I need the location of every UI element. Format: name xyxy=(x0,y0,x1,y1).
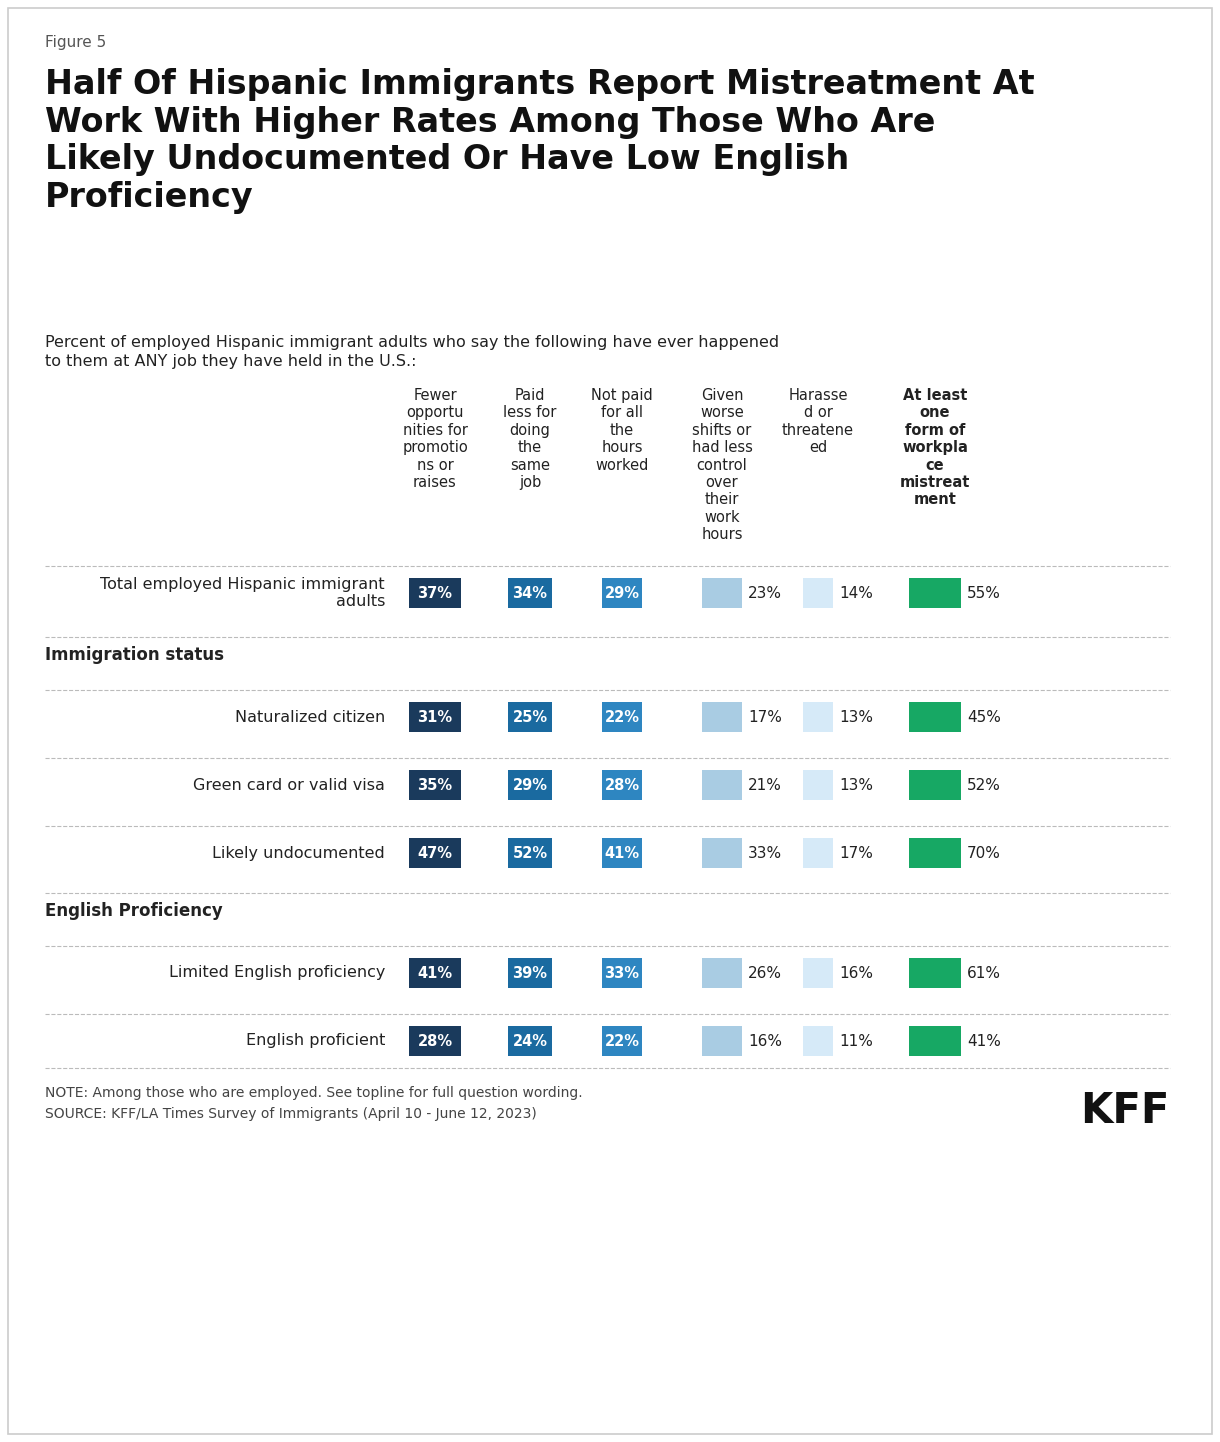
Text: 33%: 33% xyxy=(604,966,639,981)
Bar xyxy=(702,578,742,609)
Bar xyxy=(409,838,461,868)
Bar xyxy=(409,702,461,733)
Bar xyxy=(409,1027,461,1056)
Bar xyxy=(803,770,833,800)
Text: At least
one
form of
workpla
ce
mistreat
ment: At least one form of workpla ce mistreat… xyxy=(900,388,970,508)
Text: Not paid
for all
the
hours
worked: Not paid for all the hours worked xyxy=(592,388,653,473)
Text: English Proficiency: English Proficiency xyxy=(45,903,223,920)
Text: 31%: 31% xyxy=(417,709,453,724)
Text: 16%: 16% xyxy=(839,966,874,981)
Bar xyxy=(508,578,551,609)
Text: 55%: 55% xyxy=(967,585,1000,600)
Bar xyxy=(409,578,461,609)
Text: 52%: 52% xyxy=(967,777,1000,793)
Text: Given
worse
shifts or
had less
control
over
their
work
hours: Given worse shifts or had less control o… xyxy=(692,388,753,542)
Bar xyxy=(909,1027,961,1056)
Bar xyxy=(508,957,551,988)
Text: 26%: 26% xyxy=(748,966,782,981)
Bar xyxy=(601,578,642,609)
Text: 14%: 14% xyxy=(839,585,872,600)
Text: Immigration status: Immigration status xyxy=(45,646,224,663)
Bar xyxy=(702,770,742,800)
Text: KFF: KFF xyxy=(1081,1090,1170,1132)
Text: 22%: 22% xyxy=(604,709,639,724)
Text: Limited English proficiency: Limited English proficiency xyxy=(168,966,386,981)
Text: 11%: 11% xyxy=(839,1034,872,1048)
Bar xyxy=(601,702,642,733)
Text: 45%: 45% xyxy=(967,709,1000,724)
Bar xyxy=(702,838,742,868)
Text: 52%: 52% xyxy=(512,845,548,861)
Bar xyxy=(601,838,642,868)
Bar xyxy=(508,838,551,868)
Text: 29%: 29% xyxy=(604,585,639,600)
Text: 35%: 35% xyxy=(417,777,453,793)
Text: NOTE: Among those who are employed. See topline for full question wording.
SOURC: NOTE: Among those who are employed. See … xyxy=(45,1086,583,1120)
Text: 13%: 13% xyxy=(839,709,874,724)
Bar xyxy=(702,702,742,733)
Text: 28%: 28% xyxy=(417,1034,453,1048)
Text: 34%: 34% xyxy=(512,585,548,600)
Bar xyxy=(803,702,833,733)
Bar xyxy=(803,578,833,609)
Text: 24%: 24% xyxy=(512,1034,548,1048)
Bar xyxy=(601,957,642,988)
Text: 25%: 25% xyxy=(512,709,548,724)
Bar xyxy=(702,1027,742,1056)
Text: 29%: 29% xyxy=(512,777,548,793)
Text: Naturalized citizen: Naturalized citizen xyxy=(234,709,386,724)
Text: 41%: 41% xyxy=(417,966,453,981)
Text: 22%: 22% xyxy=(604,1034,639,1048)
Text: 16%: 16% xyxy=(748,1034,782,1048)
Text: 41%: 41% xyxy=(967,1034,1000,1048)
Text: 37%: 37% xyxy=(417,585,453,600)
Text: Harasse
d or
threatene
ed: Harasse d or threatene ed xyxy=(782,388,854,456)
Text: 70%: 70% xyxy=(967,845,1000,861)
Bar xyxy=(909,770,961,800)
Text: 21%: 21% xyxy=(748,777,782,793)
Text: Green card or valid visa: Green card or valid visa xyxy=(193,777,386,793)
Text: English proficient: English proficient xyxy=(245,1034,386,1048)
Text: Fewer
opportu
nities for
promotio
ns or
raises: Fewer opportu nities for promotio ns or … xyxy=(403,388,468,490)
Bar xyxy=(909,838,961,868)
Text: 17%: 17% xyxy=(748,709,782,724)
Text: Likely undocumented: Likely undocumented xyxy=(212,845,386,861)
Bar xyxy=(803,1027,833,1056)
Bar xyxy=(409,770,461,800)
Bar xyxy=(508,702,551,733)
Text: 41%: 41% xyxy=(604,845,639,861)
Text: Half Of Hispanic Immigrants Report Mistreatment At
Work With Higher Rates Among : Half Of Hispanic Immigrants Report Mistr… xyxy=(45,68,1035,213)
Text: Percent of employed Hispanic immigrant adults who say the following have ever ha: Percent of employed Hispanic immigrant a… xyxy=(45,335,780,369)
Text: 61%: 61% xyxy=(967,966,1000,981)
Text: 13%: 13% xyxy=(839,777,874,793)
Bar xyxy=(508,1027,551,1056)
Bar xyxy=(702,957,742,988)
Text: Figure 5: Figure 5 xyxy=(45,35,106,50)
Bar xyxy=(508,770,551,800)
Text: 39%: 39% xyxy=(512,966,548,981)
Bar xyxy=(601,770,642,800)
Text: 17%: 17% xyxy=(839,845,872,861)
Text: Total employed Hispanic immigrant
adults: Total employed Hispanic immigrant adults xyxy=(100,577,386,609)
Bar xyxy=(601,1027,642,1056)
Bar xyxy=(909,578,961,609)
Text: Paid
less for
doing
the
same
job: Paid less for doing the same job xyxy=(504,388,556,490)
Bar xyxy=(909,702,961,733)
Bar xyxy=(803,957,833,988)
Text: 28%: 28% xyxy=(604,777,639,793)
Text: 33%: 33% xyxy=(748,845,782,861)
Bar xyxy=(909,957,961,988)
Bar xyxy=(409,957,461,988)
Bar xyxy=(803,838,833,868)
Text: 47%: 47% xyxy=(417,845,453,861)
Text: 23%: 23% xyxy=(748,585,782,600)
